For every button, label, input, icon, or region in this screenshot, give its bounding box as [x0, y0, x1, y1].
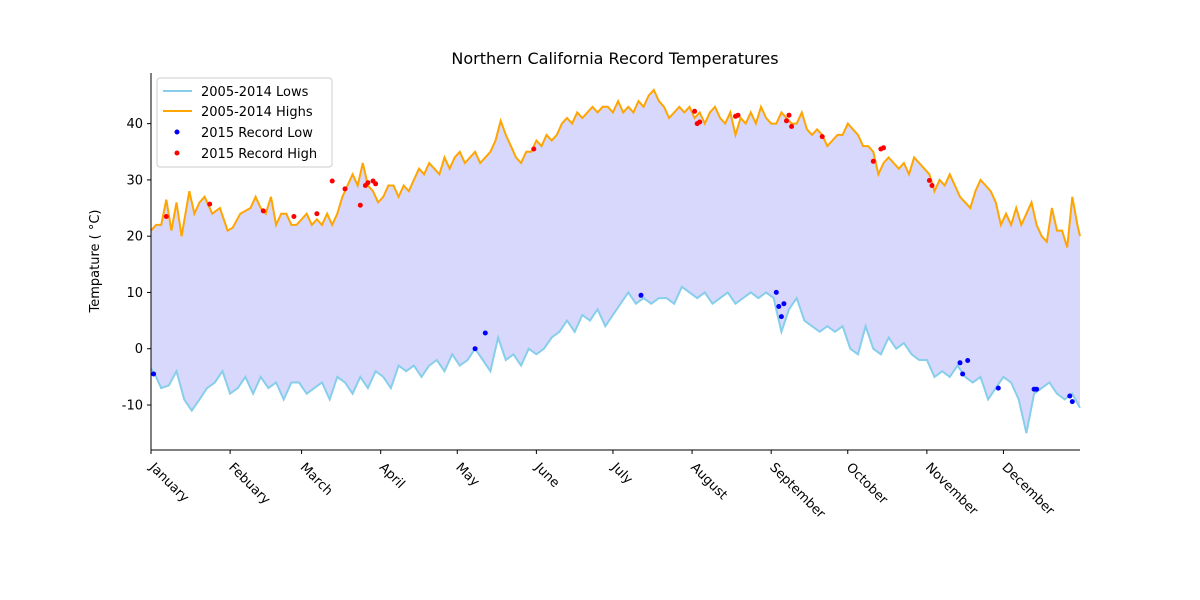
record-high-point	[365, 180, 371, 186]
record-low-point	[151, 371, 157, 377]
record-low-point	[482, 330, 488, 336]
record-high-point	[207, 201, 213, 207]
record-low-point	[1034, 386, 1040, 392]
record-high-point	[329, 178, 335, 184]
record-high-point	[291, 214, 297, 219]
y-axis-ticks: -10 0 10 20 30 40	[122, 117, 151, 413]
x-tick-label: September	[766, 460, 828, 522]
record-low-point	[965, 358, 971, 363]
x-tick-label: March	[297, 460, 336, 499]
record-high-point	[692, 108, 698, 114]
y-tick-label: 20	[126, 230, 143, 245]
record-high-points	[163, 108, 935, 219]
legend-label-record-high: 2015 Record High	[201, 147, 317, 162]
record-high-point	[357, 202, 363, 208]
legend: 2005-2014 Lows 2005-2014 Highs 2015 Reco…	[156, 77, 333, 168]
x-tick-label: June	[531, 460, 562, 491]
legend-label-highs: 2005-2014 Highs	[201, 105, 313, 120]
x-tick-label: December	[999, 460, 1058, 519]
record-high-point	[870, 158, 876, 164]
record-high-point	[314, 211, 320, 217]
plot-area	[150, 88, 1081, 434]
x-tick-label: November	[922, 460, 981, 519]
record-high-point	[260, 208, 266, 214]
legend-box	[156, 77, 333, 168]
x-tick-label: July	[607, 460, 635, 488]
record-high-point	[735, 112, 741, 118]
record-low-point	[1067, 393, 1073, 399]
legend-label-lows: 2005-2014 Lows	[201, 85, 309, 100]
record-low-point	[957, 360, 963, 366]
record-low-point	[778, 314, 784, 320]
y-tick-label: 10	[126, 286, 143, 301]
lows-series-line	[150, 285, 1081, 434]
y-axis-label: Tempature ( °C)	[88, 210, 103, 314]
record-high-point	[163, 214, 169, 219]
record-low-point	[638, 292, 644, 298]
record-low-point	[995, 385, 1001, 391]
record-low-points	[151, 289, 1075, 405]
chart-title: Northern California Record Temperatures	[451, 49, 778, 68]
record-high-point	[784, 118, 789, 124]
x-tick-label: August	[687, 460, 730, 503]
y-tick-label: 0	[135, 342, 143, 357]
x-tick-label: October	[843, 460, 891, 508]
record-high-point	[342, 186, 348, 192]
record-low-point	[781, 301, 787, 307]
x-tick-label: May	[452, 460, 482, 490]
range-fill-area	[151, 89, 1080, 434]
y-tick-label: -10	[122, 398, 143, 413]
record-high-point	[789, 124, 795, 129]
record-high-point	[929, 183, 935, 188]
y-tick-label: 40	[126, 117, 143, 132]
x-tick-label: April	[376, 460, 408, 492]
x-tick-label: Febuary	[225, 460, 273, 508]
y-tick-label: 30	[126, 173, 143, 188]
highs-series-line	[150, 88, 1081, 248]
legend-swatch-record-high	[174, 150, 180, 156]
record-high-point	[926, 178, 932, 183]
legend-label-record-low: 2015 Record Low	[201, 126, 313, 141]
record-low-point	[776, 304, 782, 309]
legend-swatch-record-low	[174, 129, 180, 135]
record-low-point	[1069, 399, 1075, 405]
record-low-point	[960, 371, 966, 377]
record-low-point	[472, 346, 478, 352]
record-high-point	[786, 112, 792, 118]
record-high-point	[697, 119, 703, 125]
record-high-point	[531, 146, 537, 152]
record-high-point	[373, 181, 379, 187]
record-high-point	[881, 145, 886, 151]
record-high-point	[819, 134, 825, 140]
x-axis-ticks: January Febuary March April May June July Augus…	[145, 450, 1057, 522]
x-tick-label: January	[145, 460, 191, 506]
record-low-point	[773, 289, 779, 295]
